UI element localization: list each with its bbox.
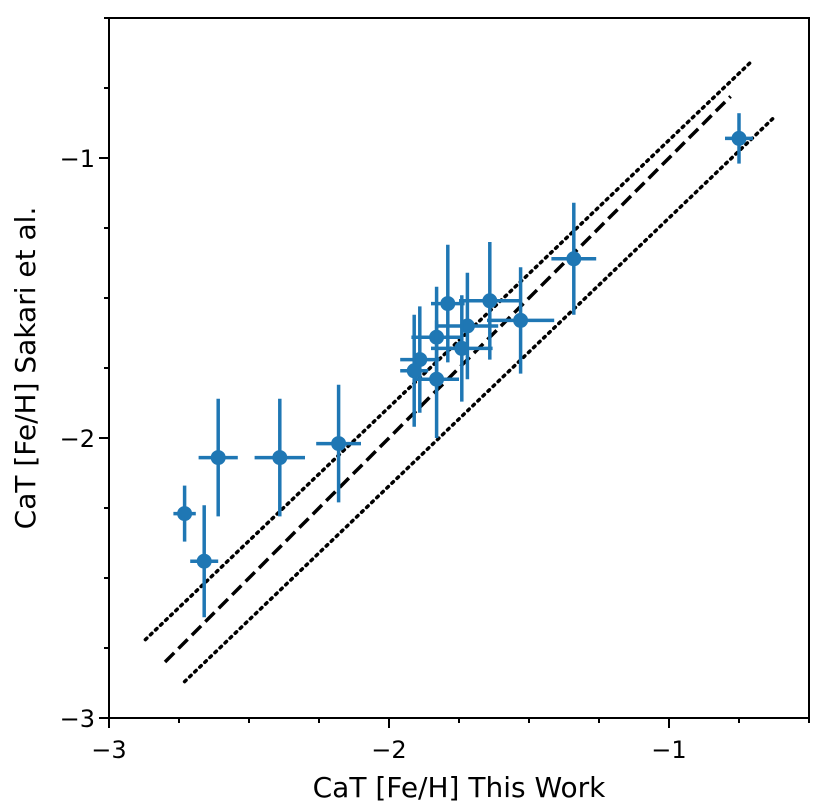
point-marker [331,436,347,452]
x-tick-label: −2 [371,736,406,764]
y-axis: −3 −2 −1 [60,17,109,733]
y-tick-label: −1 [60,145,95,173]
data-point [400,306,440,413]
y-axis-label: CaT [Fe/H] Sakari et al. [9,207,42,530]
point-marker [429,371,445,387]
data-point [414,320,459,438]
point-marker [412,352,428,368]
data-point [487,267,555,374]
data-points [173,113,753,618]
point-marker [210,450,226,466]
data-point [190,505,219,618]
point-marker [513,312,529,328]
data-point [431,244,465,363]
data-point [725,113,753,164]
point-marker [731,130,747,146]
x-tick-label: −3 [91,736,126,764]
point-marker [566,251,582,267]
point-marker [482,293,498,309]
point-marker [406,363,422,379]
x-axis: −3 −2 −1 [91,718,810,764]
data-point [431,295,493,402]
data-point [316,384,361,503]
lower-offset-line [182,117,775,684]
point-marker [196,553,212,569]
data-point [400,314,429,427]
data-point [459,242,521,360]
x-axis-label: CaT [Fe/H] This Work [313,771,607,804]
y-tick-label: −3 [60,705,95,733]
data-point [551,202,597,315]
y-tick-label: −2 [60,425,95,453]
x-tick-label: −1 [651,736,686,764]
point-marker [454,340,470,356]
point-marker [459,318,475,334]
point-marker [440,296,456,312]
data-point [198,398,238,517]
data-point [173,485,196,542]
data-point [254,398,305,517]
point-marker [177,506,193,522]
point-marker [272,450,288,466]
